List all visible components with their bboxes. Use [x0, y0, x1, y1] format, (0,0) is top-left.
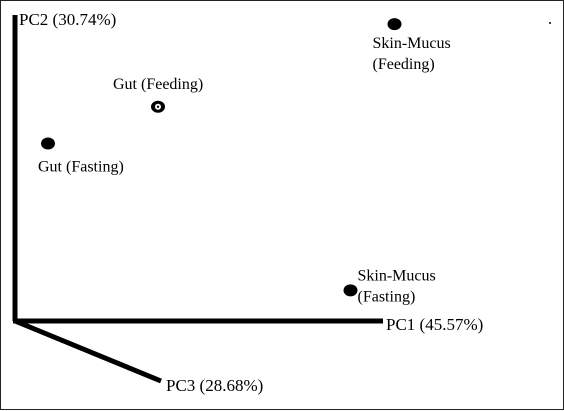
- point-skin-mucus-fasting: [343, 284, 358, 297]
- pc2-axis-label: PC2 (30.74%): [19, 10, 116, 29]
- label-skin-mucus-feeding: Skin-Mucus (Feeding): [373, 35, 451, 73]
- data-points: Gut (Feeding) Gut (Fasting) Skin-Mucus (Fee…: [38, 18, 451, 305]
- point-center-gut-feeding: [156, 105, 160, 109]
- axes: [12, 15, 383, 384]
- pc3-axis: [14, 318, 162, 384]
- label-gut-fasting: Gut (Fasting): [38, 159, 124, 176]
- label-gut-feeding: Gut (Feeding): [113, 76, 203, 93]
- point-skin-mucus-feeding: [387, 18, 402, 31]
- label-skin-mucus-fasting: Skin-Mucus (Fasting): [358, 267, 436, 305]
- stray-dot: [549, 22, 551, 24]
- pc1-axis-label: PC1 (45.57%): [386, 315, 483, 334]
- point-gut-fasting: [41, 137, 55, 150]
- pc3-axis-label: PC3 (28.68%): [166, 376, 263, 395]
